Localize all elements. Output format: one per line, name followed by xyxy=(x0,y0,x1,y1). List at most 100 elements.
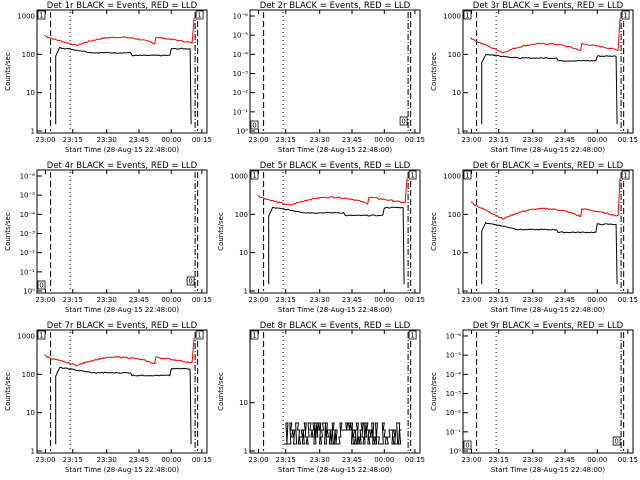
saa-marker-box xyxy=(399,116,408,126)
x-tick-label: 23:15 xyxy=(276,136,296,144)
y-tick-label: 10⁰ xyxy=(23,288,35,296)
saa-marker-label: 0 xyxy=(188,278,192,286)
x-axis-label: Start Time (28-Aug-15 22:48:00) xyxy=(278,146,392,154)
x-axis-label: Start Time (28-Aug-15 22:48:00) xyxy=(491,466,605,474)
saa-marker: 1 xyxy=(408,170,417,180)
saa-marker-box xyxy=(408,330,417,340)
x-axis-label: Start Time (28-Aug-15 22:48:00) xyxy=(278,306,392,314)
saa-marker-box xyxy=(195,330,204,340)
y-tick-label: 10 xyxy=(26,409,35,417)
x-axis-label: Start Time (28-Aug-15 22:48:00) xyxy=(65,466,179,474)
x-tick-label: 23:30 xyxy=(97,136,117,144)
plot-title: Det 2r BLACK = Events, RED = LLD xyxy=(260,1,411,11)
y-tick-label: 10⁻² xyxy=(20,249,36,257)
saa-marker: 1 xyxy=(463,10,472,20)
y-tick-label: 10⁻⁴ xyxy=(20,211,36,219)
x-tick-label: 23:30 xyxy=(523,456,543,464)
saa-marker: 1 xyxy=(195,10,204,20)
lld-rate-curve xyxy=(44,337,195,367)
y-tick-label: 1000 xyxy=(17,13,35,21)
events-rate-curve xyxy=(481,221,618,285)
plot-panel-4: Det 4r BLACK = Events, RED = LLD Counts/s… xyxy=(4,161,212,314)
y-axis-label: Counts/sec xyxy=(217,212,225,251)
y-tick-label: 1000 xyxy=(443,13,461,21)
plot-frame xyxy=(462,9,634,134)
y-tick-label: 1 xyxy=(457,288,461,296)
plot-panel-9: Det 9r BLACK = Events, RED = LLD Counts/s… xyxy=(430,321,638,474)
saa-marker-label: 1 xyxy=(39,12,43,20)
saa-marker-box xyxy=(408,170,417,180)
plot-frame xyxy=(249,329,421,454)
saa-marker-box xyxy=(621,170,630,180)
x-tick-label: 00:15 xyxy=(192,456,212,464)
y-tick-label: 10⁰ xyxy=(449,448,461,456)
x-tick-label: 23:15 xyxy=(63,456,83,464)
y-tick-label: 100 xyxy=(22,51,35,59)
y-axis-label: Counts/sec xyxy=(430,372,438,411)
plot-title: Det 1r BLACK = Events, RED = LLD xyxy=(47,1,198,11)
x-tick-label: 23:45 xyxy=(342,296,362,304)
plot-frame xyxy=(462,169,634,294)
y-tick-label: 10⁻⁶ xyxy=(446,333,462,341)
saa-marker-label: 1 xyxy=(465,172,469,180)
y-tick-label: 1 xyxy=(244,288,248,296)
x-tick-label: 23:45 xyxy=(555,136,575,144)
x-tick-label: 23:15 xyxy=(276,296,296,304)
x-axis-label: Start Time (28-Aug-15 22:48:00) xyxy=(278,466,392,474)
plot-title: Det 4r BLACK = Events, RED = LLD xyxy=(47,161,198,171)
plot-title: Det 5r BLACK = Events, RED = LLD xyxy=(260,161,411,171)
y-tick-label: 10⁻⁵ xyxy=(446,352,462,360)
x-tick-label: 00:00 xyxy=(587,136,607,144)
plot-frame xyxy=(249,169,421,294)
saa-marker-box xyxy=(463,440,472,450)
y-tick-label: 10⁻² xyxy=(446,409,462,417)
events-rate-curve xyxy=(55,46,192,125)
y-tick-label: 1 xyxy=(244,448,248,456)
saa-marker-label: 1 xyxy=(410,172,414,180)
x-tick-label: 23:30 xyxy=(523,136,543,144)
y-tick-label: 100 xyxy=(448,211,461,219)
saa-marker: 0 xyxy=(250,120,259,130)
x-tick-label: 00:00 xyxy=(374,456,394,464)
x-tick-label: 23:45 xyxy=(129,136,149,144)
y-tick-label: 10⁻⁶ xyxy=(20,173,36,181)
x-tick-label: 23:45 xyxy=(342,136,362,144)
saa-marker-label: 1 xyxy=(252,172,256,180)
x-tick-label: 23:30 xyxy=(310,296,330,304)
x-tick-label: 00:15 xyxy=(405,136,425,144)
plot-frame xyxy=(249,9,421,134)
plot-title: Det 6r BLACK = Events, RED = LLD xyxy=(473,161,624,171)
y-tick-label: 10⁻¹ xyxy=(233,108,249,116)
x-tick-label: 23:30 xyxy=(310,136,330,144)
y-axis-label: Counts/sec xyxy=(4,52,12,91)
saa-marker: 1 xyxy=(408,330,417,340)
x-tick-label: 23:30 xyxy=(523,296,543,304)
y-tick-label: 10 xyxy=(452,89,461,97)
y-tick-label: 10⁻⁵ xyxy=(20,192,36,200)
y-tick-label: 1 xyxy=(31,448,35,456)
plot-panel-3: Det 3r BLACK = Events, RED = LLD Counts/s… xyxy=(430,1,638,154)
saa-marker: 0 xyxy=(612,436,621,446)
saa-marker: 1 xyxy=(195,330,204,340)
saa-marker-box xyxy=(250,170,259,180)
saa-marker-box xyxy=(250,120,259,130)
x-tick-label: 23:30 xyxy=(310,456,330,464)
x-tick-label: 00:15 xyxy=(618,456,638,464)
y-tick-label: 10⁻⁵ xyxy=(233,32,249,40)
x-tick-label: 23:15 xyxy=(63,136,83,144)
plot-panel-7: Det 7r BLACK = Events, RED = LLD Counts/s… xyxy=(4,321,212,474)
y-tick-label: 1 xyxy=(31,128,35,136)
saa-marker-label: 1 xyxy=(623,172,627,180)
x-tick-label: 23:15 xyxy=(489,136,509,144)
plot-panel-1: Det 1r BLACK = Events, RED = LLD Counts/s… xyxy=(4,1,212,154)
events-rate-curve xyxy=(55,366,192,445)
plot-title: Det 9r BLACK = Events, RED = LLD xyxy=(473,321,624,331)
y-tick-label: 10⁻² xyxy=(233,89,249,97)
saa-marker-box xyxy=(186,276,195,286)
saa-marker-box xyxy=(463,170,472,180)
x-tick-label: 00:00 xyxy=(374,136,394,144)
x-tick-label: 00:15 xyxy=(192,136,212,144)
y-tick-label: 10⁻⁶ xyxy=(233,13,249,21)
saa-marker: 1 xyxy=(621,170,630,180)
